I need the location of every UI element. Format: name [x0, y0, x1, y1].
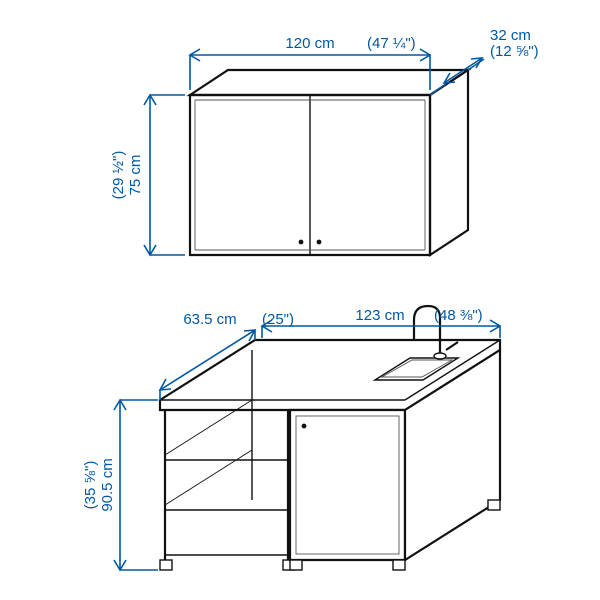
dim-upper-height-in: (29 ½") [110, 151, 127, 200]
dim-lower-width: 123 cm (48 ⅜") [262, 307, 500, 338]
dim-lower-depth-label: 63.5 cm [183, 311, 236, 328]
sink [375, 358, 458, 380]
dim-lower-height: 90.5 cm (35 ⅝") [82, 400, 158, 570]
dim-upper-width-label: 120 cm [285, 35, 334, 52]
dim-lower-height-in: (35 ⅝") [82, 461, 99, 510]
open-frame [160, 350, 295, 570]
dim-upper-height: 75 cm (29 ½") [110, 95, 185, 255]
dim-lower-height-label: 90.5 cm [99, 458, 116, 511]
dim-lower-width-label: 123 cm [355, 307, 404, 324]
lower-unit [160, 306, 500, 570]
dim-upper-depth-label: 32 cm [490, 27, 531, 44]
dim-upper-height-label: 75 cm [127, 155, 144, 196]
upper-cabinet [190, 70, 468, 255]
dim-upper-width: 120 cm (47 ¼") [190, 35, 430, 90]
sink-cabinet [290, 350, 500, 570]
dim-upper-width-in: (47 ¼") [367, 35, 416, 52]
furniture-dimension-diagram: 120 cm (47 ¼") 32 cm (12 ⅝") 75 cm (29 ½… [0, 0, 600, 600]
dim-lower-width-in: (48 ⅜") [434, 307, 483, 324]
dim-upper-depth-in: (12 ⅝") [490, 43, 539, 60]
